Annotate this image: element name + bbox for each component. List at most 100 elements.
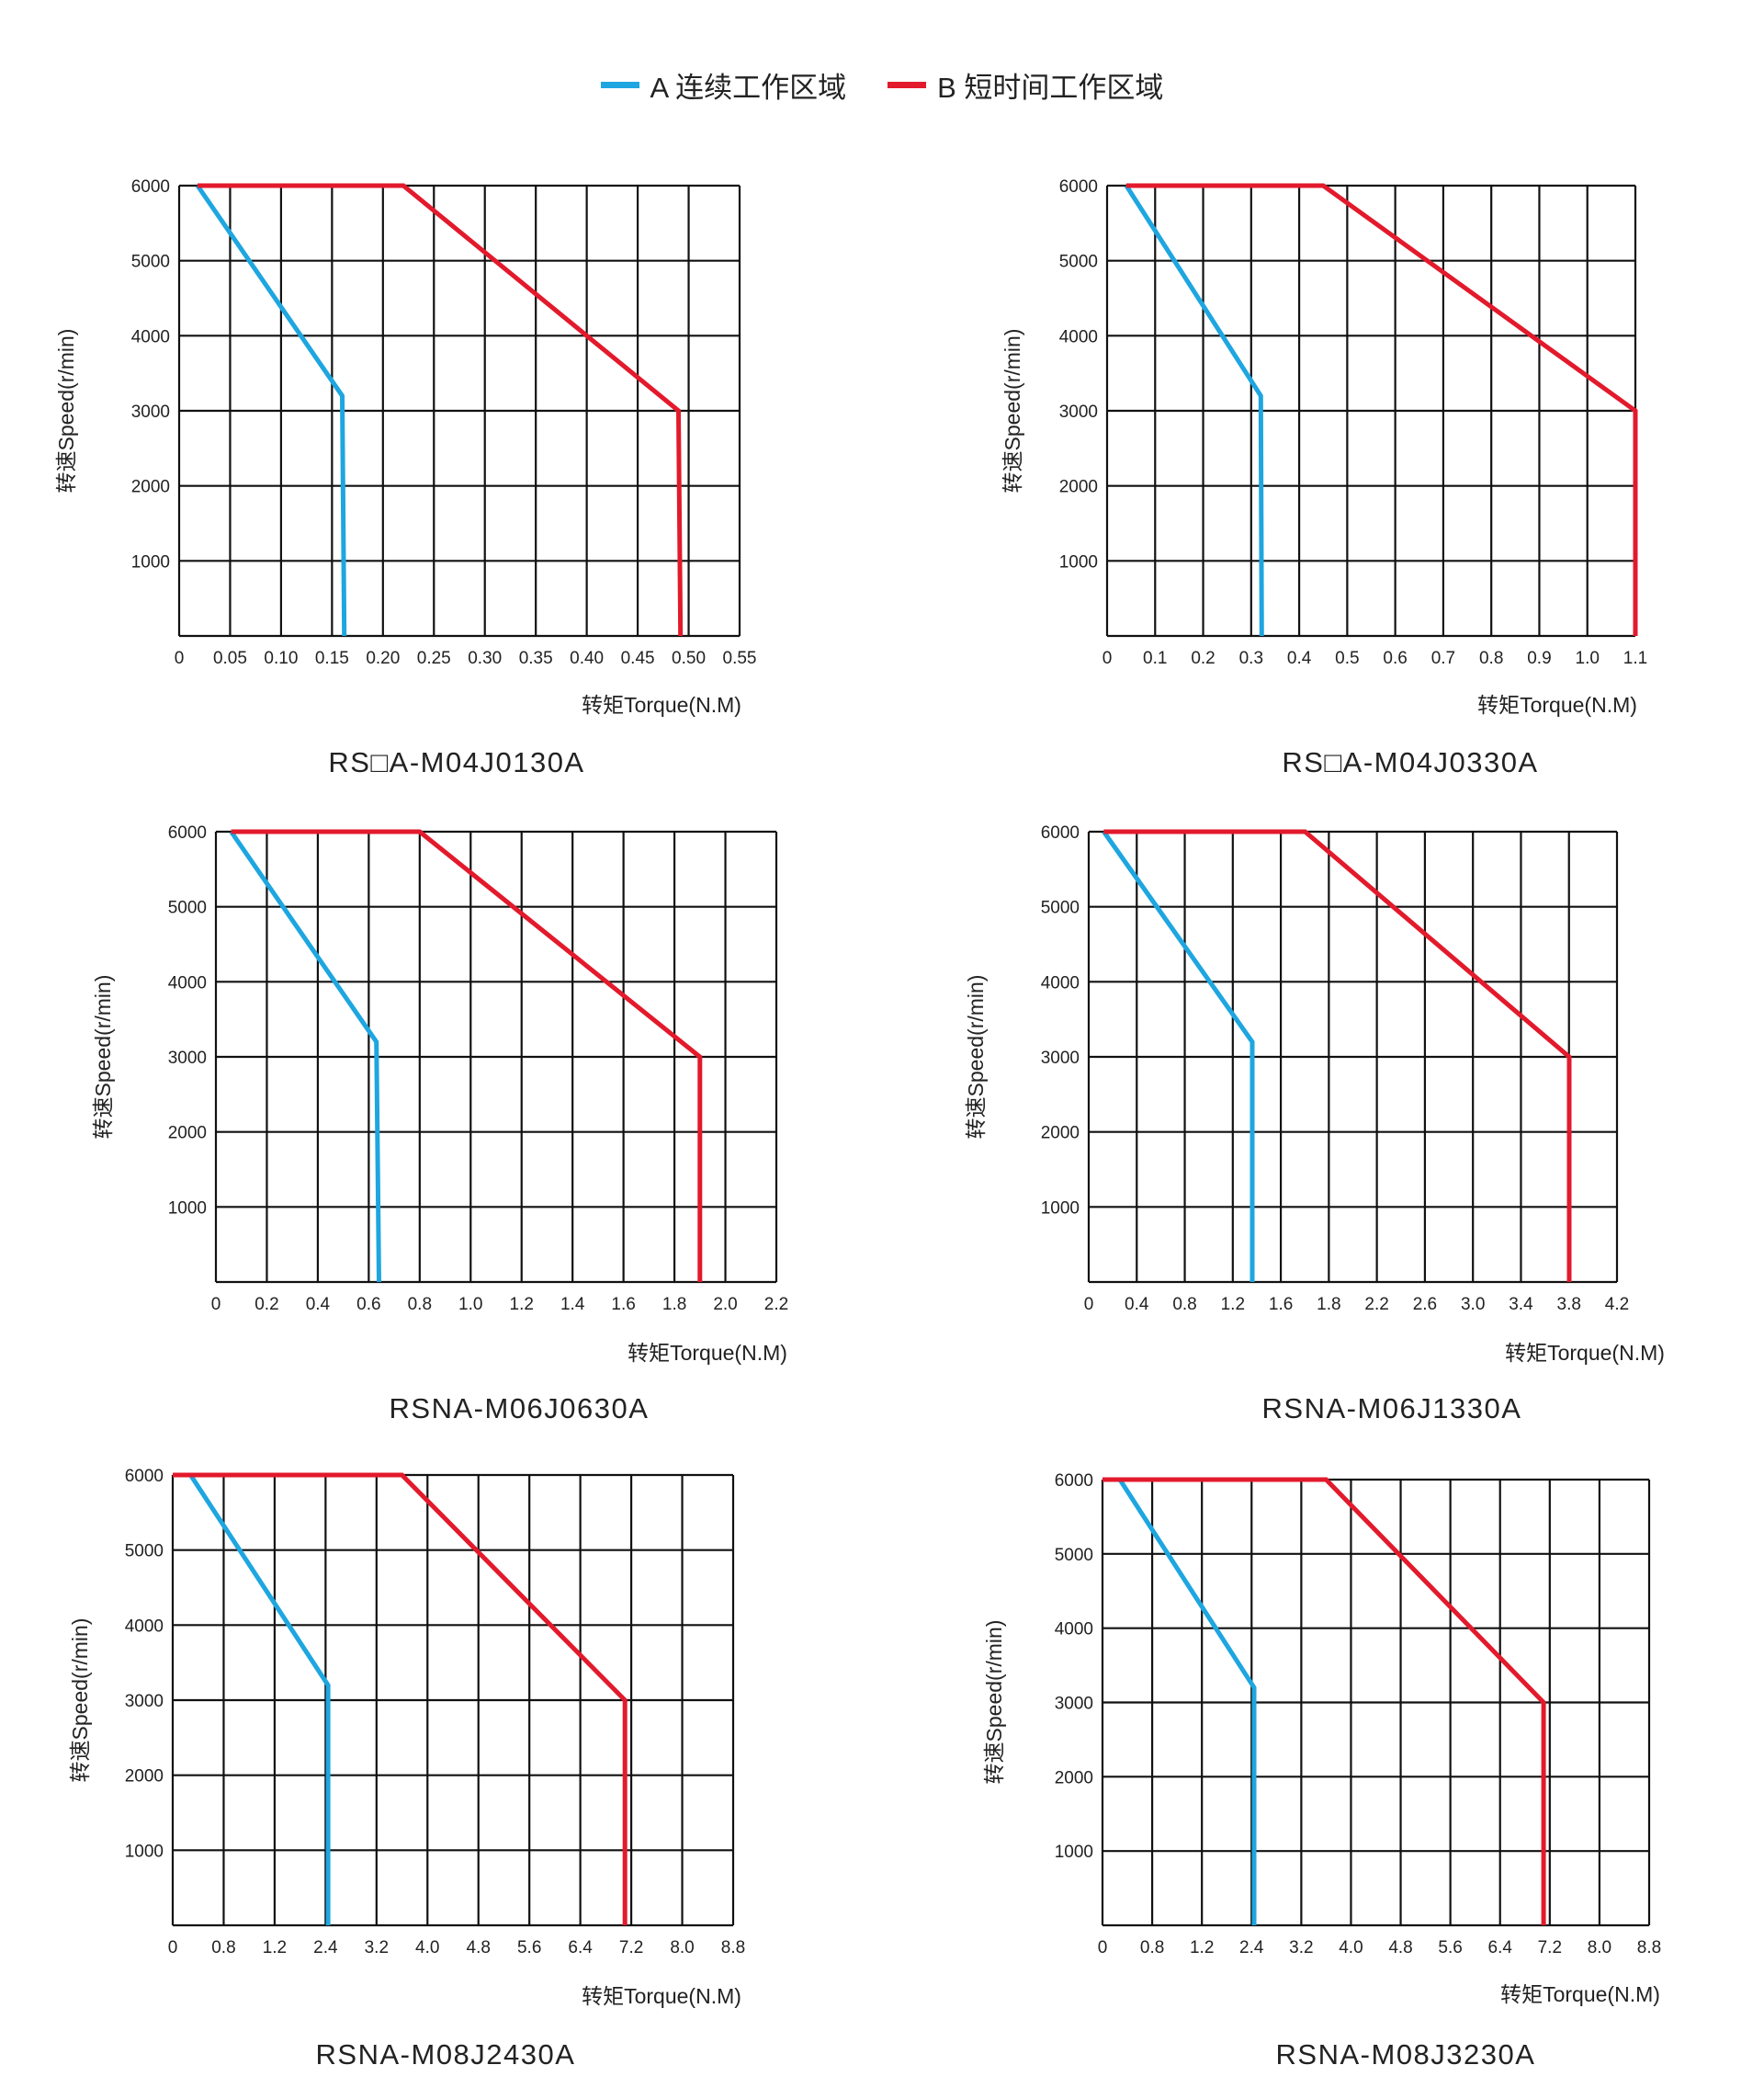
grid <box>1101 1478 1651 1927</box>
y-tick-label: 5000 <box>168 899 207 918</box>
x-tick-label: 0.8 <box>1140 1938 1164 1957</box>
x-tick-label: 3.0 <box>1461 1295 1485 1314</box>
x-tick-label: 0.6 <box>356 1295 380 1314</box>
x-tick-label: 7.2 <box>1538 1938 1562 1957</box>
x-tick-label: 3.2 <box>1289 1938 1313 1957</box>
chart-1: 0 0.05 0.10 0.15 0.20 0.25 0.30 0.35 0.40 0.45 0.5… <box>0 147 882 809</box>
x-tick-label: 4.8 <box>1388 1938 1412 1957</box>
y-tick-label: 6000 <box>131 177 170 197</box>
grid <box>1105 184 1637 638</box>
x-axis-label: 转矩Torque(N.M) <box>1477 693 1637 717</box>
y-tick-label: 1000 <box>1041 1198 1080 1218</box>
y-axis-label: 转速Speed(r/min) <box>91 975 115 1140</box>
legend-swatch-continuous <box>600 81 639 88</box>
x-tick-label: 4.8 <box>467 1938 491 1957</box>
x-tick-label: 0.4 <box>1287 649 1312 668</box>
x-tick-label: 0.25 <box>417 649 451 668</box>
grid <box>171 1473 735 1927</box>
x-tick-label: 0.20 <box>366 649 400 668</box>
x-tick-label: 0.30 <box>468 649 502 668</box>
x-tick-label: 2.2 <box>764 1295 788 1314</box>
x-tick-label: 1.2 <box>1190 1938 1214 1957</box>
chart-1-svg: 0 0.05 0.10 0.15 0.20 0.25 0.30 0.35 0.40 0.45 0.5… <box>54 177 756 778</box>
x-tick-label: 6.4 <box>568 1938 593 1957</box>
x-tick-label: 0.2 <box>1191 649 1215 668</box>
series-line-continuous <box>195 184 347 637</box>
y-tick-label: 3000 <box>1059 403 1098 422</box>
series-line-continuous <box>1124 184 1264 637</box>
chart-4: 0 0.4 0.8 1.2 1.6 1.8 2.2 2.6 3.0 3.4 3.8 4.2 1000 20… <box>882 790 1764 1452</box>
x-tick-label: 0.5 <box>1335 649 1359 668</box>
x-tick-label: 0 <box>168 1938 178 1957</box>
x-tick-label: 8.0 <box>670 1938 694 1957</box>
series-line-continuous <box>1102 830 1255 1282</box>
x-tick-label: 0.6 <box>1383 649 1407 668</box>
model-name: RS□A-M04J0330A <box>1282 746 1538 778</box>
x-tick-label: 0.35 <box>519 649 553 668</box>
x-tick-label: 0.50 <box>672 649 706 668</box>
grid <box>1087 830 1619 1284</box>
x-tick-label: 1.0 <box>458 1295 482 1314</box>
model-name: RSNA-M08J2430A <box>316 2038 576 2071</box>
x-tick-label: 0 <box>175 649 185 668</box>
series-line-continuous <box>188 1473 331 1925</box>
y-tick-label: 6000 <box>1059 177 1098 197</box>
y-tick-label: 2000 <box>168 1124 207 1143</box>
x-tick-label: 0.8 <box>408 1295 432 1314</box>
y-axis-label: 转速Speed(r/min) <box>54 329 78 494</box>
x-tick-label: 2.2 <box>1364 1295 1388 1314</box>
y-tick-label: 4000 <box>125 1617 164 1636</box>
legend-label-continuous: A 连续工作区域 <box>650 71 847 104</box>
series-line-continuous <box>229 830 381 1283</box>
y-axis-label: 转速Speed(r/min) <box>982 1620 1006 1785</box>
x-tick-label: 2.4 <box>1239 1938 1264 1957</box>
series-line-short-time <box>1102 1477 1546 1925</box>
y-tick-label: 3000 <box>125 1692 164 1711</box>
x-axis-label: 转矩Torque(N.M) <box>1500 1982 1660 2006</box>
y-tick-label: 5000 <box>1041 899 1080 918</box>
x-tick-label: 0.3 <box>1239 649 1263 668</box>
x-tick-label: 4.0 <box>415 1938 439 1957</box>
x-axis-label: 转矩Torque(N.M) <box>582 693 741 717</box>
grid <box>177 184 741 638</box>
y-tick-label: 6000 <box>125 1467 164 1486</box>
x-tick-label: 1.8 <box>1317 1295 1340 1314</box>
x-tick-label: 0.2 <box>254 1295 278 1314</box>
y-axis-label: 转速Speed(r/min) <box>68 1618 92 1783</box>
x-tick-label: 8.8 <box>721 1938 745 1957</box>
chart-5-svg: 0 0.8 1.2 2.4 3.2 4.0 4.8 5.6 6.4 7.2 8.0 8.8 1000 20… <box>68 1467 745 2071</box>
y-tick-label: 5000 <box>1055 1546 1093 1565</box>
x-tick-label: 0.40 <box>570 649 604 668</box>
chart-5: 0 0.8 1.2 2.4 3.2 4.0 4.8 5.6 6.4 7.2 8.0 8.8 1000 20… <box>0 1434 882 2095</box>
x-tick-label: 8.8 <box>1637 1938 1661 1957</box>
chart-6-svg: 0 0.8 1.2 2.4 3.2 4.0 4.8 5.6 6.4 7.2 8.0 8.8 1000 20… <box>982 1471 1661 2071</box>
x-tick-label: 0.9 <box>1527 649 1551 668</box>
x-axis-label: 转矩Torque(N.M) <box>582 1984 741 2008</box>
y-tick-label: 2000 <box>1059 478 1098 497</box>
legend-item-short-time: B 短时间工作区域 <box>888 64 1163 106</box>
y-tick-label: 2000 <box>131 478 170 497</box>
series-line-short-time <box>231 829 703 1282</box>
model-name: RSNA-M06J1330A <box>1262 1392 1522 1424</box>
y-tick-label: 5000 <box>1059 253 1098 272</box>
legend: A 连续工作区域 B 短时间工作区域 <box>0 57 1764 112</box>
x-tick-label: 2.4 <box>313 1938 338 1957</box>
x-tick-label: 0.1 <box>1143 649 1167 668</box>
legend-label-short-time: B 短时间工作区域 <box>937 71 1164 104</box>
model-name: RS□A-M04J0130A <box>328 746 584 778</box>
x-tick-label: 5.6 <box>1438 1938 1462 1957</box>
x-tick-label: 0.8 <box>211 1938 235 1957</box>
chart-3-svg: 0 0.2 0.4 0.6 0.8 1.0 1.2 1.4 1.6 1.8 2.0 2.2 1000 20… <box>91 823 788 1424</box>
y-tick-label: 6000 <box>168 823 207 843</box>
legend-swatch-short-time <box>888 81 927 88</box>
x-tick-label: 2.0 <box>713 1295 737 1314</box>
y-tick-label: 1000 <box>131 552 170 572</box>
series-line-short-time <box>198 183 684 637</box>
x-axis-label: 转矩Torque(N.M) <box>628 1341 787 1365</box>
x-tick-label: 0.4 <box>306 1295 331 1314</box>
chart-2: 0 0.1 0.2 0.3 0.4 0.5 0.6 0.7 0.8 0.9 1.0 1.1 1000 20… <box>882 147 1764 809</box>
chart-6: 0 0.8 1.2 2.4 3.2 4.0 4.8 5.6 6.4 7.2 8.0 8.8 1000 20… <box>882 1434 1764 2095</box>
y-tick-label: 5000 <box>125 1542 164 1561</box>
chart-4-svg: 0 0.4 0.8 1.2 1.6 1.8 2.2 2.6 3.0 3.4 3.8 4.2 1000 20… <box>964 823 1665 1424</box>
grid <box>214 830 778 1284</box>
